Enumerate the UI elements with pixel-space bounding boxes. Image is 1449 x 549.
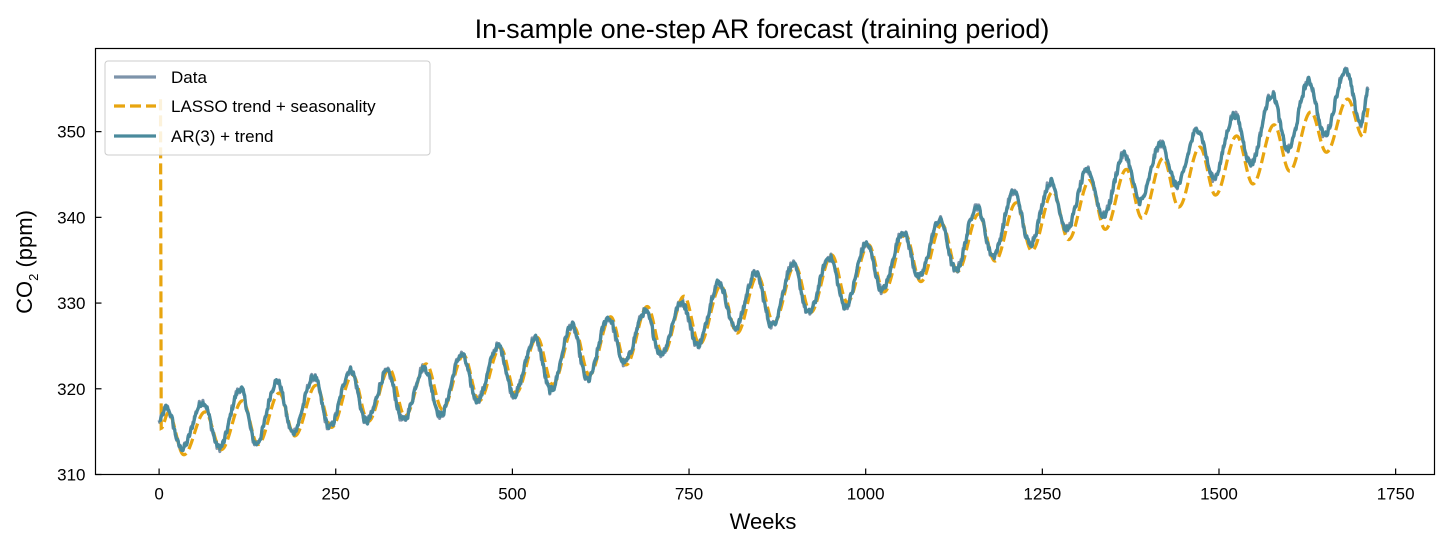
y-tick-label: 330 <box>57 294 85 313</box>
x-axis: 0 250 500 750 1000 1250 1500 1750 <box>154 468 1415 504</box>
x-tick-label: 1000 <box>847 485 885 504</box>
y-tick-label: 340 <box>57 208 85 227</box>
y-axis: 310 320 330 340 350 <box>57 123 102 485</box>
legend-box <box>104 60 431 156</box>
x-tick-label: 0 <box>154 485 163 504</box>
y-tick-label: 320 <box>57 380 85 399</box>
y-axis-label: CO2 (ppm) <box>12 210 41 314</box>
y-tick-label: 310 <box>57 466 85 485</box>
legend-label-ar: AR(3) + trend <box>171 127 274 146</box>
x-axis-label: Weeks <box>730 509 797 534</box>
x-tick-label: 1750 <box>1377 485 1415 504</box>
y-tick-label: 350 <box>57 123 85 142</box>
x-tick-label: 500 <box>498 485 526 504</box>
plot-area <box>157 66 1370 457</box>
chart-title: In-sample one-step AR forecast (training… <box>475 14 1050 44</box>
legend-label-lasso: LASSO trend + seasonality <box>171 97 376 116</box>
series-line-ar <box>158 67 1369 453</box>
legend: Data LASSO trend + seasonality AR(3) + t… <box>104 60 431 156</box>
plot-frame <box>94 47 1436 476</box>
x-tick-label: 1500 <box>1200 485 1238 504</box>
x-tick-label: 1250 <box>1023 485 1061 504</box>
x-tick-label: 250 <box>322 485 350 504</box>
x-tick-label: 750 <box>675 485 703 504</box>
legend-label-data: Data <box>171 68 207 87</box>
